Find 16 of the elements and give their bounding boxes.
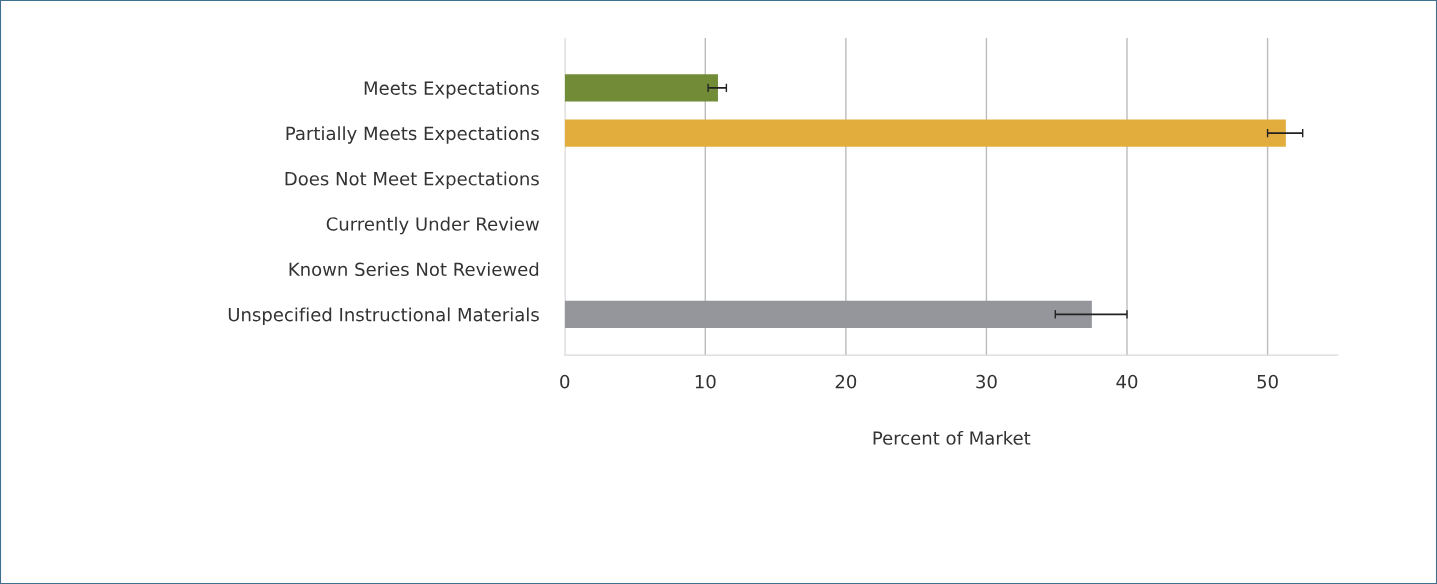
y-tick-label: Currently Under Review <box>326 216 539 235</box>
x-tick-label: 30 <box>976 374 997 389</box>
x-axis-title: Percent of Market <box>873 430 1031 445</box>
bar <box>564 74 718 102</box>
bar <box>564 300 1092 328</box>
y-tick-label: Meets Expectations <box>364 80 539 99</box>
x-tick-label: 20 <box>835 374 857 389</box>
x-tick-label: 10 <box>695 374 716 389</box>
y-tick-label: Known Series Not Reviewed <box>289 262 539 277</box>
bar <box>564 119 1286 147</box>
x-tick-label: 0 <box>560 374 570 389</box>
x-tick-label: 40 <box>1116 374 1138 389</box>
x-tick-label: 50 <box>1257 374 1278 389</box>
y-tick-label: Does Not Meet Expectations <box>285 171 539 190</box>
y-tick-label: Partially Meets Expectations <box>286 126 539 144</box>
y-tick-label: Unspecified Instructional Materials <box>228 307 539 325</box>
